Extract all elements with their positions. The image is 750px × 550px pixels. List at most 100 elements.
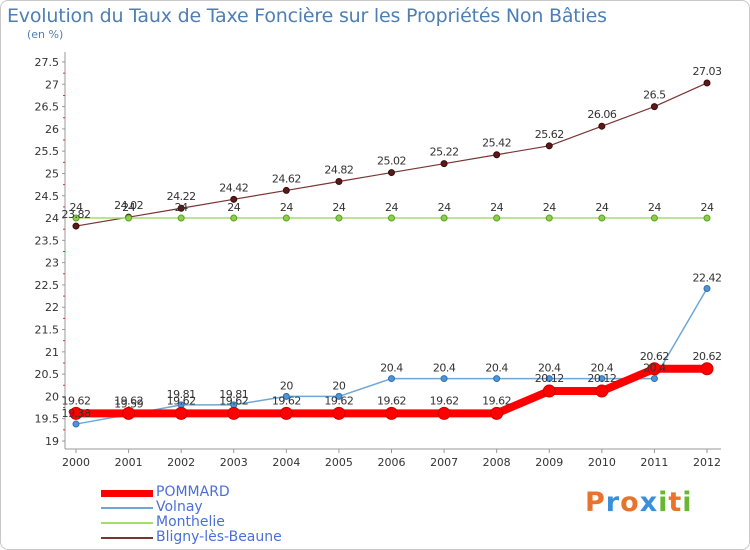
data-point <box>282 186 290 194</box>
data-label: 24 <box>438 201 451 214</box>
data-point <box>332 406 346 420</box>
data-label: 24 <box>122 201 135 214</box>
proxiti-logo: Proxiti <box>585 487 693 518</box>
data-point <box>542 384 556 398</box>
data-point <box>230 195 238 203</box>
y-tick-label: 24 <box>45 212 59 225</box>
data-point <box>440 375 448 383</box>
x-tick-label: 2004 <box>272 456 300 469</box>
data-label: 26.5 <box>643 89 666 102</box>
x-tick-label: 2010 <box>588 456 616 469</box>
data-point <box>122 406 136 420</box>
legend-swatch <box>101 537 153 539</box>
data-label: 19.62 <box>219 394 248 407</box>
data-point <box>177 204 185 212</box>
data-point <box>440 160 448 168</box>
data-point <box>493 375 501 383</box>
data-label: 23.82 <box>62 208 91 221</box>
data-label: 20.4 <box>380 362 403 375</box>
y-tick-label: 22.5 <box>35 279 60 292</box>
y-tick-label: 23 <box>45 257 59 270</box>
data-point <box>647 362 661 376</box>
data-label: 20.12 <box>535 372 564 385</box>
data-point <box>174 406 188 420</box>
data-point <box>703 79 711 87</box>
data-label: 19.62 <box>324 394 353 407</box>
data-label: 24 <box>595 201 608 214</box>
y-tick-label: 20.5 <box>35 368 60 381</box>
data-label: 19.62 <box>62 394 91 407</box>
data-label: 24 <box>701 201 714 214</box>
y-tick-label: 24.5 <box>35 190 60 203</box>
data-label: 24 <box>280 201 293 214</box>
legend-item: Volnay <box>101 499 361 516</box>
data-label: 24 <box>543 201 556 214</box>
data-point <box>72 222 80 230</box>
y-tick-label: 21 <box>45 346 59 359</box>
data-point <box>335 214 343 222</box>
data-label: 19.59 <box>114 398 143 411</box>
data-point <box>493 214 501 222</box>
data-point <box>437 406 451 420</box>
data-point <box>69 406 83 420</box>
y-tick-label: 27.5 <box>35 56 60 69</box>
data-point <box>493 151 501 159</box>
data-point <box>388 169 395 177</box>
x-tick-label: 2009 <box>535 456 563 469</box>
legend-swatch <box>101 522 153 524</box>
data-label: 22.42 <box>693 272 722 285</box>
data-point <box>595 384 609 398</box>
data-label: 19.62 <box>272 394 301 407</box>
data-label: 19.38 <box>62 407 91 420</box>
data-point <box>650 103 658 111</box>
data-label: 24.62 <box>272 172 301 185</box>
data-label: 20.4 <box>433 362 456 375</box>
legend-swatch <box>101 507 153 509</box>
data-point <box>598 375 606 383</box>
x-tick-label: 2001 <box>115 456 143 469</box>
legend-label: Volnay <box>156 499 203 515</box>
data-point <box>700 362 714 376</box>
data-point <box>72 420 80 428</box>
data-point <box>598 122 606 130</box>
data-point <box>388 214 395 222</box>
data-point <box>72 214 80 222</box>
y-tick-label: 19.5 <box>35 413 60 426</box>
data-label: 26.06 <box>587 108 616 121</box>
data-label: 24 <box>648 201 661 214</box>
data-label: 20.4 <box>485 362 508 375</box>
data-label: 20.4 <box>643 362 666 375</box>
legend-swatch <box>101 489 153 497</box>
x-tick-label: 2000 <box>62 456 90 469</box>
x-tick-label: 2012 <box>693 456 721 469</box>
data-point <box>650 214 658 222</box>
data-label: 20 <box>280 379 293 392</box>
x-tick-label: 2006 <box>378 456 406 469</box>
line-chart: 19 19.5 20 20.5 21 21.5 22 22.5 23 23.5 24 24.5 25 25… <box>35 52 722 469</box>
data-point <box>440 214 448 222</box>
data-label: 24.22 <box>167 190 196 203</box>
y-tick-label: 22 <box>45 301 59 314</box>
data-label: 25.02 <box>377 155 406 168</box>
legend-item: Monthelie <box>101 514 361 531</box>
data-label: 19.62 <box>482 394 511 407</box>
data-label: 24 <box>332 201 345 214</box>
y-tick-label: 23.5 <box>35 234 60 247</box>
data-point <box>703 285 711 293</box>
legend-item: Bligny-lès-Beaune <box>101 529 361 546</box>
unit-label: (en %) <box>27 28 64 41</box>
y-tick-label: 21.5 <box>35 324 60 337</box>
y-tick-label: 27 <box>45 78 59 91</box>
data-label: 20.4 <box>538 362 561 375</box>
data-point <box>703 214 711 222</box>
data-label: 19.81 <box>219 388 248 401</box>
data-label: 24.82 <box>324 163 353 176</box>
legend-label: Monthelie <box>156 514 225 530</box>
data-point <box>230 214 238 222</box>
x-tick-label: 2007 <box>430 456 458 469</box>
y-tick-label: 25.5 <box>35 145 60 158</box>
data-label: 24 <box>175 201 188 214</box>
data-label: 19.62 <box>377 394 406 407</box>
data-label: 20.62 <box>640 350 669 363</box>
